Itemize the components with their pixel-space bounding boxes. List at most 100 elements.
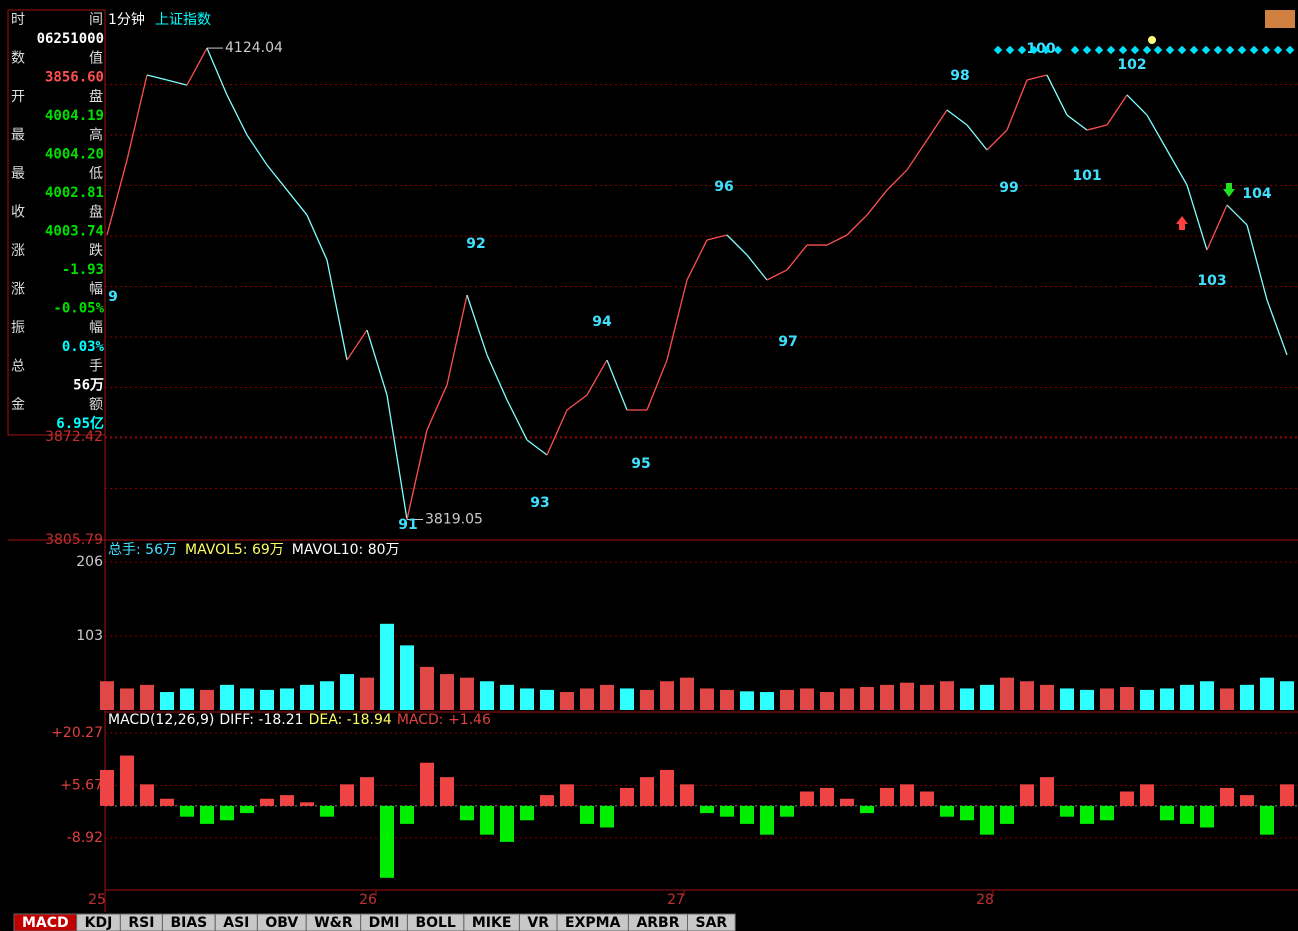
volume-bar [1280, 681, 1294, 710]
tab-label[interactable]: MIKE [472, 915, 512, 931]
wave-label: 94 [592, 314, 612, 330]
info-label: 最 [11, 166, 25, 182]
annotation: 4124.04 [225, 40, 283, 56]
info-value: 4003.74 [45, 224, 104, 240]
tab-label[interactable]: VR [527, 915, 549, 931]
info-label: 间 [89, 12, 103, 28]
wave-label: 95 [631, 456, 650, 472]
price-segment [646, 359, 668, 411]
tab-label[interactable]: EXPMA [565, 915, 621, 931]
volume-bar [480, 681, 494, 710]
price-segment [1026, 74, 1048, 81]
tab-label[interactable]: ARBR [636, 915, 679, 931]
volume-bar [140, 684, 154, 710]
wave-label: 98 [950, 68, 969, 84]
info-label: 盘 [89, 88, 103, 105]
price-segment [986, 129, 1008, 151]
tab-label[interactable]: DMI [369, 915, 400, 931]
price-segment [526, 439, 548, 456]
macd-bar [380, 805, 394, 878]
wave-label: 97 [778, 334, 797, 350]
macd-bar [120, 755, 134, 806]
macd-legend: DIFF: -18.21 [219, 712, 303, 728]
price-segment [126, 74, 148, 161]
price-segment [1166, 149, 1188, 186]
volume-bar [1240, 684, 1254, 710]
tab[interactable] [687, 913, 736, 931]
volume-bar [220, 684, 234, 710]
macd-bar [260, 798, 274, 806]
tab-label[interactable]: BOLL [415, 915, 455, 931]
volume-bar [660, 681, 674, 710]
wave-label: 93 [530, 495, 549, 511]
sell-arrow [1223, 183, 1235, 197]
volume-bar [440, 674, 454, 710]
volume-bar [1220, 688, 1234, 710]
wave-label: 102 [1117, 57, 1146, 73]
y-tick-label: +20.27 [51, 725, 103, 741]
price-segment [946, 109, 968, 126]
tab-label[interactable]: W&R [314, 915, 353, 931]
macd-bar [740, 805, 754, 824]
volume-bar [720, 689, 734, 710]
macd-bar [220, 805, 234, 821]
volume-bar [300, 684, 314, 710]
macd-legend: MACD: +1.46 [397, 712, 491, 728]
wave-label: 91 [398, 517, 417, 533]
macd-bar [860, 805, 874, 814]
tab-label[interactable]: BIAS [170, 915, 207, 931]
price-segment [406, 429, 428, 520]
macd-bar [980, 805, 994, 835]
info-label: 数 [11, 51, 25, 67]
tab-label[interactable]: MACD [22, 915, 69, 931]
tab-label[interactable]: KDJ [85, 915, 113, 931]
price-segment [366, 329, 388, 396]
wave-label: 103 [1197, 273, 1226, 289]
price-segment [706, 234, 728, 241]
price-segment [1186, 184, 1208, 251]
price-segment [886, 169, 908, 191]
volume-bar [760, 692, 774, 710]
tab-label[interactable]: RSI [128, 915, 154, 931]
macd-bar [880, 787, 894, 806]
volume-bar [1080, 689, 1094, 710]
volume-bar [380, 623, 394, 710]
volume-bar [260, 689, 274, 710]
macd-bar [1100, 805, 1114, 821]
corner-icon[interactable] [1265, 10, 1295, 28]
volume-bar [960, 688, 974, 710]
macd-bar [1040, 777, 1054, 806]
price-segment [1206, 204, 1228, 251]
macd-bar [400, 805, 414, 824]
volume-bar [180, 688, 194, 710]
y-tick-label: 3805.79 [45, 532, 103, 548]
volume-bar [740, 691, 754, 710]
info-value: -0.05% [53, 301, 104, 317]
volume-bar [820, 692, 834, 710]
price-segment [466, 294, 488, 356]
price-segment [1246, 224, 1268, 301]
volume-bar [600, 684, 614, 710]
price-segment [1126, 94, 1148, 116]
tab-label[interactable]: SAR [696, 915, 728, 931]
macd-bar [1240, 795, 1254, 806]
info-value: 4002.81 [45, 185, 104, 201]
price-segment [286, 189, 308, 216]
price-segment [386, 394, 408, 520]
tab-label[interactable]: ASI [223, 915, 249, 931]
price-segment [606, 359, 628, 411]
info-label: 额 [89, 397, 103, 413]
macd-bar [1220, 787, 1234, 806]
info-label: 低 [89, 166, 103, 182]
price-segment [206, 47, 228, 96]
macd-bar [940, 805, 954, 817]
buy-arrow [1176, 216, 1188, 230]
wave-label: 92 [466, 236, 485, 252]
macd-legend: MACD(12,26,9) [108, 712, 214, 728]
macd-bar [520, 805, 534, 821]
tab-label[interactable]: OBV [265, 915, 298, 931]
price-segment [106, 159, 128, 236]
price-segment [166, 79, 188, 86]
price-segment [906, 139, 928, 171]
